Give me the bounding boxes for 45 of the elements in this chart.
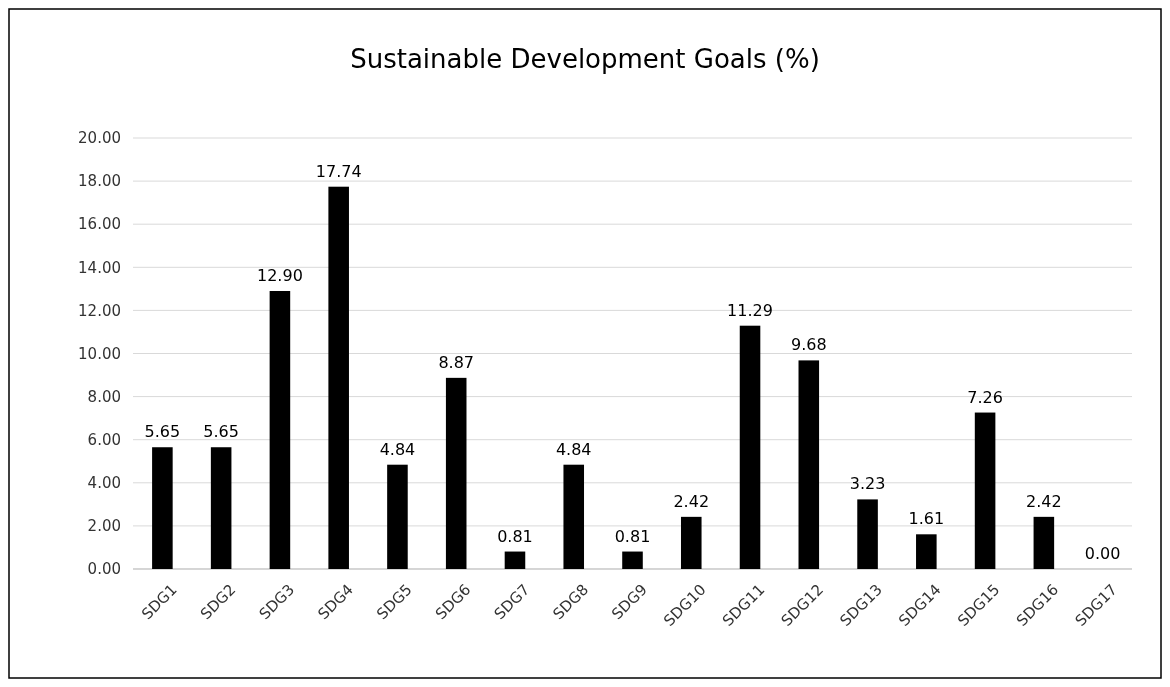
data-label: 9.68 xyxy=(790,335,827,355)
data-label: 4.84 xyxy=(379,439,416,459)
data-label: 0.81 xyxy=(497,526,533,546)
data-label: 1.61 xyxy=(908,509,945,529)
bar xyxy=(974,412,996,569)
bar xyxy=(387,464,408,569)
data-label: 0.81 xyxy=(614,526,651,546)
data-label: 5.65 xyxy=(203,422,239,442)
bar xyxy=(269,291,291,569)
data-label: 0.00 xyxy=(1084,544,1121,563)
data-label: 4.84 xyxy=(555,439,592,459)
bar xyxy=(210,447,232,569)
y-tick-label: 8.00 xyxy=(87,387,121,406)
data-label: 2.42 xyxy=(1026,491,1062,511)
y-tick-label: 6.00 xyxy=(87,430,121,449)
y-tick-label: 18.00 xyxy=(78,172,121,191)
bar xyxy=(328,186,349,569)
bar xyxy=(563,464,585,569)
bar xyxy=(622,551,643,569)
bar xyxy=(504,551,526,569)
bar xyxy=(152,447,173,569)
data-label: 7.26 xyxy=(967,387,1003,407)
bar xyxy=(680,516,702,569)
data-label: 12.90 xyxy=(257,266,303,286)
y-tick-label: 14.00 xyxy=(78,258,121,277)
data-label: 11.29 xyxy=(727,300,773,320)
chart-title: Sustainable Development Goals (%) xyxy=(350,44,820,74)
bar xyxy=(916,534,937,569)
bar xyxy=(739,325,761,569)
y-tick-label: 0.00 xyxy=(87,560,121,579)
y-tick-label: 10.00 xyxy=(78,344,121,363)
y-tick-label: 4.00 xyxy=(87,474,121,493)
y-tick-label: 16.00 xyxy=(78,215,121,234)
bar xyxy=(445,377,467,569)
y-tick-label: 12.00 xyxy=(78,301,121,320)
data-label: 2.42 xyxy=(673,491,710,511)
data-label: 17.74 xyxy=(315,161,362,181)
y-tick-label: 2.00 xyxy=(87,517,121,536)
bar xyxy=(798,360,820,569)
data-label: 5.65 xyxy=(144,422,181,442)
bar xyxy=(857,499,878,569)
y-tick-label: 20.00 xyxy=(78,129,121,148)
data-label: 8.87 xyxy=(438,352,475,372)
data-label: 3.23 xyxy=(849,474,886,494)
bar xyxy=(1033,516,1055,569)
